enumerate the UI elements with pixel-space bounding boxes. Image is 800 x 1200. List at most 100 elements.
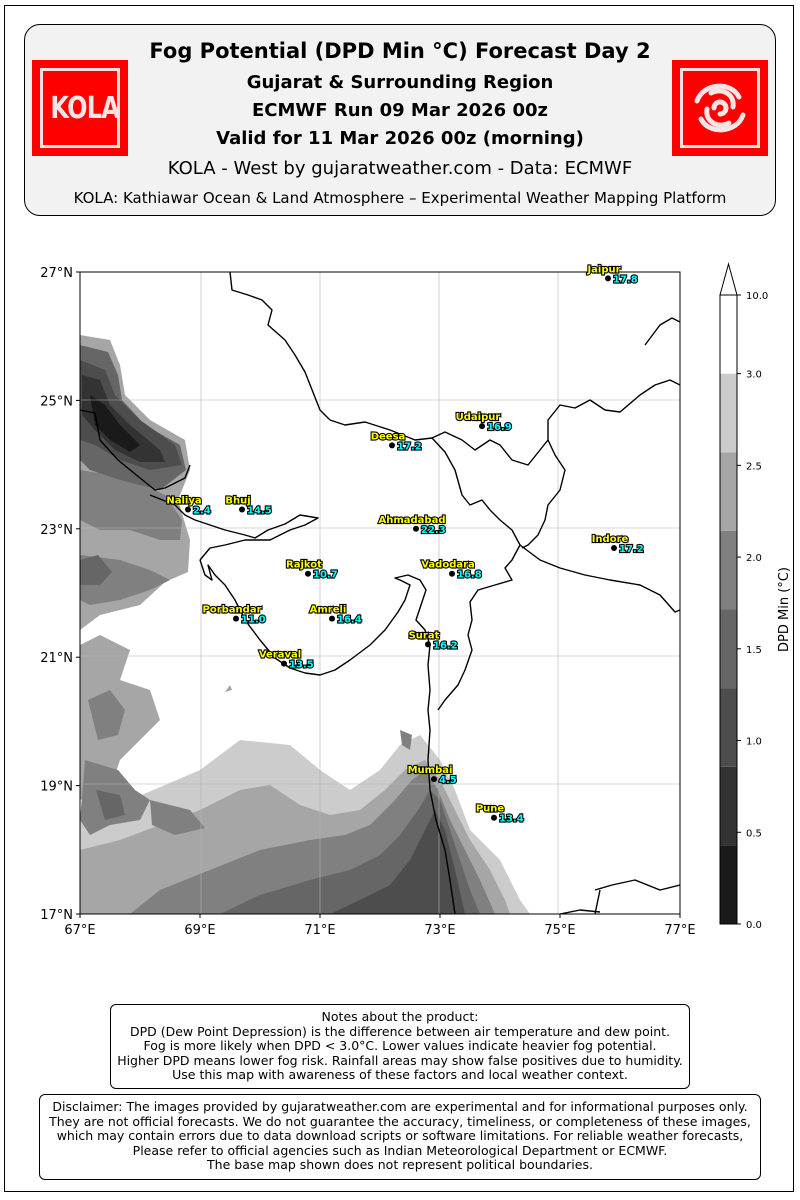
city-name: Bhuj <box>225 496 250 507</box>
region-subtitle: Gujarat & Surrounding Region <box>246 72 554 93</box>
city-name: Porbandar <box>203 605 262 616</box>
city-dpd-value: 11.0 <box>241 615 266 626</box>
notes-line: DPD (Dew Point Depression) is the differ… <box>129 1023 671 1039</box>
map-figure: 67°E 69°E 71°E 73°E 75°E 77°E 17°N 19°N 21°N 23°N… <box>40 262 792 938</box>
colorbar-segment <box>720 373 737 453</box>
disclaimer-line: They are not official forecasts. We do n… <box>49 1113 751 1129</box>
city-name: Udaipur <box>456 412 501 423</box>
city-name: Indore <box>592 534 629 545</box>
lon-tick-label: 73°E <box>424 923 455 938</box>
city-dpd-value: 17.2 <box>619 544 644 555</box>
city-name: Surat <box>409 630 440 641</box>
figure-frame <box>4 5 794 1192</box>
colorbar-tick-label: 2.0 <box>746 553 762 564</box>
colorbar-label: DPD Min (°C) <box>777 567 792 652</box>
city-dot <box>233 615 239 622</box>
lat-tick-label: 25°N <box>40 394 73 409</box>
gridlines <box>80 272 680 914</box>
city-name: Deesa <box>371 431 406 442</box>
city-name: Veraval <box>259 650 301 661</box>
city-dpd-value: 13.5 <box>289 660 314 671</box>
city-dpd-value: 2.4 <box>193 506 211 517</box>
city-dot <box>413 525 419 532</box>
notes-line: Fog is more likely when DPD < 3.0°C. Low… <box>143 1038 657 1053</box>
city-dot <box>605 275 611 282</box>
city-dot <box>479 423 485 430</box>
colorbar-segment <box>720 530 737 610</box>
city-dpd-value: 16.2 <box>433 640 458 651</box>
city-dot <box>425 641 431 648</box>
city-dot <box>329 615 335 622</box>
lon-tick-label: 69°E <box>184 923 215 938</box>
colorbar-tick-label: 0.0 <box>746 920 762 931</box>
cyclone-icon <box>694 83 746 133</box>
city-dot <box>389 442 395 449</box>
city-dpd-value: 4.5 <box>439 775 457 786</box>
city-dpd-value: 16.8 <box>457 570 482 581</box>
lon-tick-label: 77°E <box>664 923 695 938</box>
colorbar-tick-label: 10.0 <box>746 291 768 302</box>
colorbar-segment <box>720 688 737 767</box>
lat-tick-label: 19°N <box>40 780 73 795</box>
disclaimer-panel: Disclaimer: The images provided by gujar… <box>39 1094 761 1180</box>
city-name: Ahmadabad <box>379 515 446 526</box>
dpd-field <box>80 272 680 914</box>
boundaries <box>80 272 680 914</box>
colorbar-segment <box>720 295 737 374</box>
disclaimer-line: Please refer to official agencies such a… <box>132 1142 668 1158</box>
city-dpd-value: 16.4 <box>337 615 362 626</box>
colorbar-border <box>719 294 738 925</box>
credit-line: KOLA - West by gujaratweather.com - Data… <box>167 158 633 179</box>
city-dot <box>239 506 245 513</box>
city-dpd-value: 17.2 <box>397 441 422 452</box>
notes-line: Notes about the product: <box>321 1009 479 1024</box>
colorbar-tick-label: 1.0 <box>746 737 762 748</box>
city-dot <box>491 814 497 821</box>
city-dpd-value: 13.4 <box>499 814 524 825</box>
city-dot <box>305 570 311 577</box>
colorbar-tick-label: 1.5 <box>746 645 762 656</box>
disclaimer-line: Disclaimer: The images provided by gujar… <box>52 1099 748 1114</box>
notes-line: Higher DPD means lower fog risk. Rainfal… <box>117 1052 683 1068</box>
colorbar-segment <box>720 609 737 689</box>
city-dot <box>185 506 191 513</box>
disclaimer-line: The base map shown does not represent po… <box>207 1157 593 1172</box>
city-dot <box>449 570 455 577</box>
colorbar: 0.0 0.5 1.0 1.5 2.0 2.5 3.0 10.0 DPD Min (°C) <box>719 262 792 931</box>
city-name: Vadodara <box>421 560 475 571</box>
city-markers: Jaipur17.8Udaipur16.9Deesa17.2Naliya2.4B… <box>165 263 645 825</box>
map-title: Fog Potential (DPD Min °C) Forecast Day … <box>149 39 651 63</box>
header-panel: Fog Potential (DPD Min °C) Forecast Day … <box>24 24 776 216</box>
kola-logo-text: KOLA <box>50 91 119 126</box>
city-dpd-value: 22.3 <box>421 525 446 536</box>
city-dpd-value: 16.9 <box>487 422 512 433</box>
lat-tick-label: 27°N <box>40 266 73 281</box>
notes-panel: Notes about the product: DPD (Dew Point … <box>110 1004 690 1089</box>
city-dot <box>281 660 287 667</box>
lat-tick-label: 21°N <box>40 651 73 666</box>
lon-tick-label: 67°E <box>64 923 95 938</box>
model-run: ECMWF Run 09 Mar 2026 00z <box>252 100 548 121</box>
lon-tick-label: 71°E <box>304 923 335 938</box>
city-dpd-value: 14.5 <box>247 506 272 517</box>
city-name: Rajkot <box>286 560 322 571</box>
city-name: Jaipur <box>586 264 620 275</box>
city-dpd-value: 10.7 <box>313 570 338 581</box>
lon-tick-label: 75°E <box>544 923 575 938</box>
map-border <box>79 271 681 915</box>
colorbar-tick-label: 3.0 <box>746 370 762 381</box>
kola-logo: KOLA <box>32 60 128 156</box>
lat-tick-label: 17°N <box>40 908 73 923</box>
colorbar-segment <box>720 766 737 846</box>
